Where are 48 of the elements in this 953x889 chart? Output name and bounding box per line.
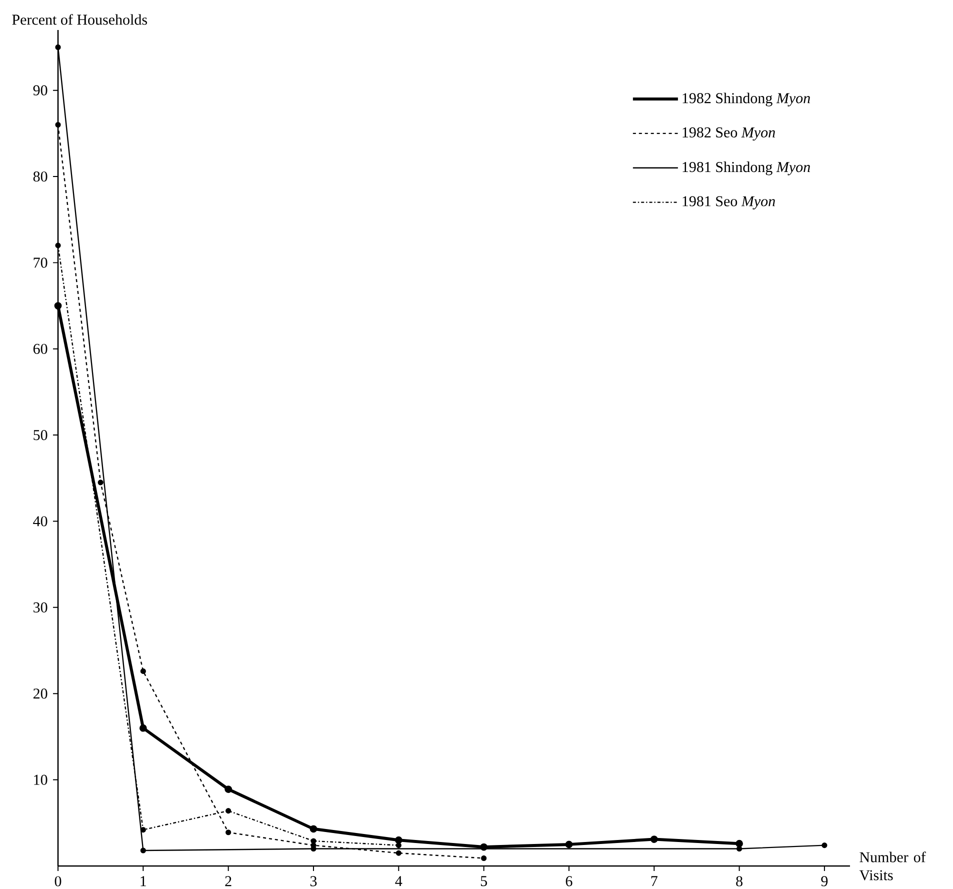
point	[140, 668, 146, 674]
y-tick-label: 50	[34, 430, 48, 440]
y-tick-label: 70	[34, 258, 48, 268]
point	[480, 843, 488, 851]
y-tick-label: 90	[33, 85, 48, 96]
y-tick-label: 20	[33, 688, 48, 699]
point	[54, 302, 62, 310]
point	[140, 826, 146, 833]
point	[226, 808, 232, 814]
point	[396, 842, 402, 848]
point	[736, 840, 743, 848]
legend-label: 1982 Seo Myon	[682, 127, 775, 141]
x-tick-label: 8	[736, 876, 742, 886]
point	[310, 838, 316, 844]
point	[55, 122, 61, 128]
x-tick-label: 5	[480, 876, 487, 886]
point	[650, 836, 658, 843]
legend-label: 1982 Shindong Myon	[682, 92, 810, 106]
point	[310, 825, 318, 833]
x-tick-label: 7	[651, 876, 658, 886]
point	[140, 848, 146, 854]
point	[565, 840, 573, 848]
point	[55, 44, 61, 50]
x-tick-label: 2	[225, 876, 232, 886]
x-tick-label: 3	[310, 876, 317, 886]
x-tick-label: 9	[821, 876, 828, 886]
y-tick-label: 40	[33, 516, 48, 526]
y-tick-label: 80	[33, 171, 48, 182]
x-tick-label: 1	[140, 876, 146, 886]
point	[822, 842, 828, 848]
y-tick-label: 30	[34, 602, 48, 612]
point	[394, 836, 402, 844]
point	[55, 242, 61, 248]
point	[481, 855, 487, 862]
point	[139, 724, 147, 732]
x-tick-label: 6	[566, 876, 572, 886]
legend-label: 1981 Shindong Myon	[682, 162, 810, 176]
x-axis-title: Number of Visits	[859, 852, 926, 880]
y-tick-label: 60	[33, 344, 48, 354]
point	[98, 480, 104, 486]
x-tick-label: 4	[395, 876, 402, 886]
y-tick-label: 10	[34, 774, 48, 785]
point	[226, 830, 232, 836]
x-tick-label: 0	[54, 876, 62, 886]
y-axis-title: Percent of Households	[12, 14, 147, 25]
point	[224, 786, 232, 793]
legend-label: 1981 Seo Myon	[682, 196, 775, 210]
point	[396, 850, 402, 856]
